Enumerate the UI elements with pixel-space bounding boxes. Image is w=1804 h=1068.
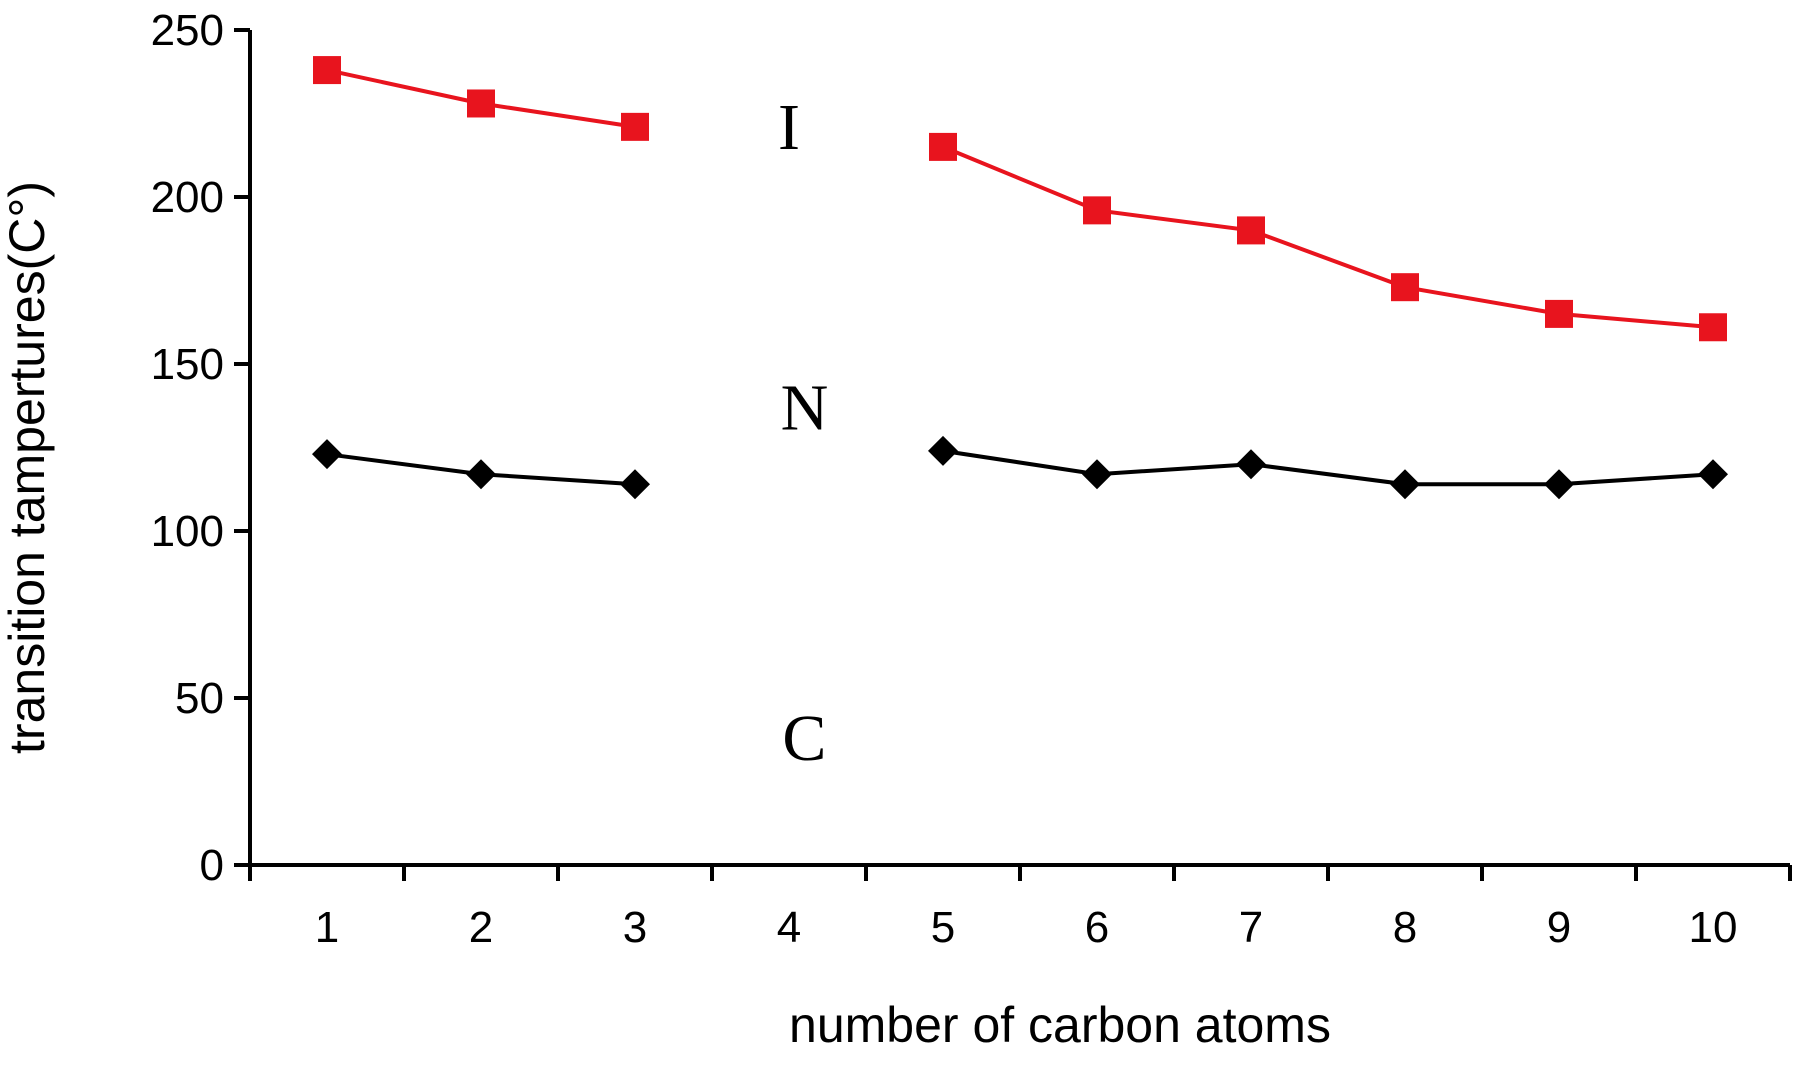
y-tick-label: 0 (200, 841, 224, 890)
x-tick-label: 9 (1547, 903, 1571, 952)
series-line (326, 448, 1714, 487)
data-point-diamond (1390, 469, 1420, 500)
series-1 (313, 56, 1727, 342)
y-tick-label: 200 (151, 173, 224, 222)
data-point-diamond (466, 459, 496, 490)
chart-series (312, 56, 1728, 500)
x-tick-label: 4 (777, 903, 801, 952)
data-point-square (313, 56, 341, 85)
region-label-c: C (782, 702, 826, 775)
data-point-square (929, 132, 957, 161)
x-axis-title: number of carbon atoms (789, 997, 1331, 1053)
data-point-diamond (1544, 469, 1574, 500)
x-tick-label: 7 (1239, 903, 1263, 952)
x-tick-label: 10 (1689, 903, 1738, 952)
data-point-square (1545, 299, 1573, 328)
data-point-square (621, 112, 649, 141)
data-point-diamond (1236, 449, 1266, 480)
region-label-n: N (781, 371, 829, 444)
data-point-diamond (1082, 459, 1112, 490)
series-2 (312, 435, 1728, 500)
y-tick-label: 250 (151, 6, 224, 55)
x-tick-label: 8 (1393, 903, 1417, 952)
data-point-diamond (312, 439, 342, 470)
y-tick-label: 50 (175, 674, 224, 723)
data-point-diamond (620, 469, 650, 500)
x-tick-label: 2 (469, 903, 493, 952)
chart-annotations: I N C (778, 91, 828, 775)
data-point-square (1391, 273, 1419, 302)
y-axis-title: transition tampertures(C°) (0, 181, 55, 754)
data-point-square (1083, 196, 1111, 225)
x-tick-label: 1 (315, 903, 339, 952)
region-label-i: I (778, 91, 800, 164)
x-tick-label: 3 (623, 903, 647, 952)
y-tick-label: 100 (151, 507, 224, 556)
data-point-square (1699, 313, 1727, 342)
data-point-square (1237, 216, 1265, 245)
data-point-diamond (1698, 459, 1728, 490)
data-point-diamond (928, 435, 958, 466)
x-tick-label: 5 (931, 903, 955, 952)
data-point-square (467, 89, 495, 118)
y-tick-label: 150 (151, 340, 224, 389)
chart-axes: 0 50 100 150 200 250 1 2 3 4 5 6 7 8 9 10 (151, 6, 1792, 952)
x-tick-label: 6 (1085, 903, 1109, 952)
series-line (326, 68, 1714, 330)
